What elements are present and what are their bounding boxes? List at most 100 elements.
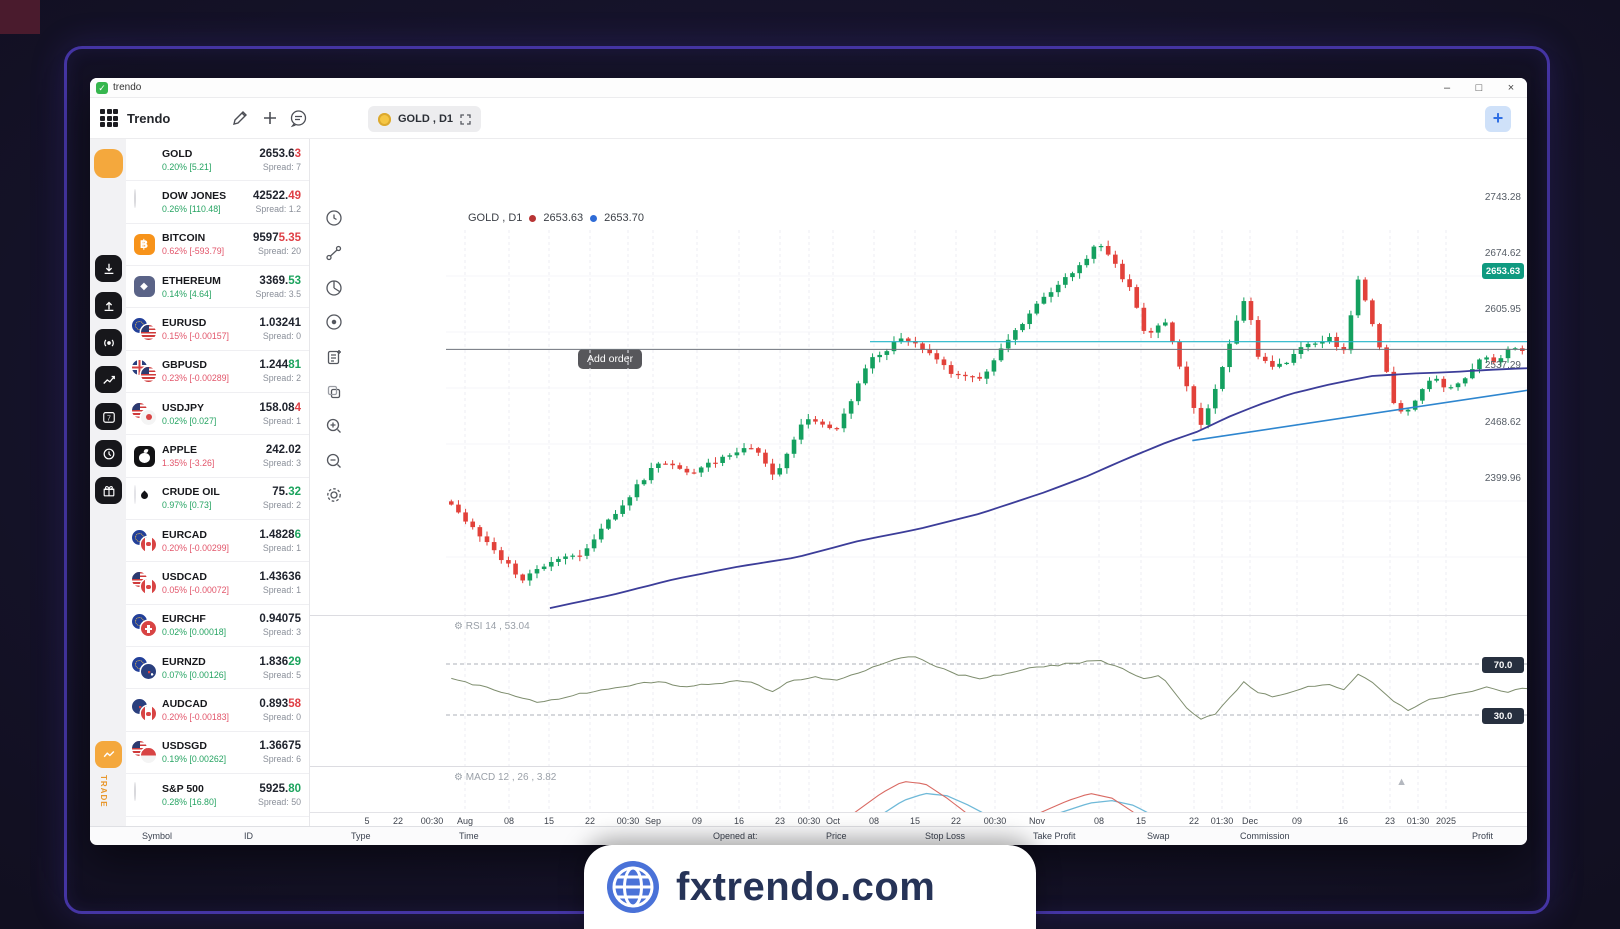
download-icon[interactable] [95, 255, 122, 282]
table-header-cell[interactable]: Stop Loss [925, 831, 966, 841]
time-tick: Sep [644, 816, 662, 826]
instrument-change: 0.28% [16.80] [162, 796, 217, 807]
tool-copy-icon[interactable] [325, 383, 345, 403]
time-tick: 16 [733, 816, 745, 826]
history-table-header: Symbol ID Type Time Opened at: Price Stop Loss… [90, 826, 1527, 845]
table-header-cell[interactable]: Price [826, 831, 847, 841]
watchlist-item[interactable]: APPLE 1.35% [-3.26] 242.02 Spread: 3 [126, 435, 309, 478]
instrument-price: 1.03241 [259, 317, 301, 330]
watchlist-item[interactable]: DOW JONES 0.26% [110.48] 42522.49 Spread… [126, 181, 309, 224]
gift-icon[interactable] [95, 477, 122, 504]
macd-label[interactable]: ⚙ MACD 12 , 26 , 3.82 [454, 772, 557, 783]
price-tick: 2674.62 [1484, 248, 1521, 259]
instrument-name: EURUSD [162, 317, 207, 330]
tool-target-icon[interactable] [325, 313, 345, 333]
zoom-in-icon[interactable] [325, 417, 345, 437]
watchlist-item[interactable]: CRUDE OIL 0.97% [0.73] 75.32 Spread: 2 [126, 478, 309, 521]
instrument-spread: Spread: 0 [262, 712, 301, 723]
table-header-cell[interactable]: Swap [1147, 831, 1170, 841]
instrument-icon [132, 402, 156, 426]
maximize-button[interactable]: □ [1475, 82, 1483, 94]
zoom-out-icon[interactable] [325, 452, 345, 472]
instrument-icon [132, 485, 156, 510]
price-chart-canvas[interactable] [446, 224, 1527, 845]
instrument-name: USDSGD [162, 740, 207, 753]
calendar-icon[interactable]: 7 [95, 403, 122, 430]
price-tick: 2743.28 [1484, 192, 1521, 203]
watchlist-item[interactable]: GOLD 0.20% [5.21] 2653.63 Spread: 7 [126, 139, 309, 182]
table-header-cell[interactable]: ID [244, 831, 253, 841]
instrument-icon: ฿ [132, 232, 156, 256]
new-chart-button[interactable]: + [1485, 106, 1511, 132]
instrument-icon [132, 698, 156, 722]
table-header-cell[interactable]: Time [459, 831, 479, 841]
instrument-icon [132, 571, 156, 595]
instrument-spread: Spread: 7 [262, 161, 301, 172]
symbol-tab[interactable]: GOLD , D1 [368, 106, 482, 132]
table-header-cell[interactable]: Commission [1240, 831, 1290, 841]
trade-panel-icon[interactable] [95, 741, 122, 768]
instrument-change: 1.35% [-3.26] [162, 458, 215, 469]
watchlist-item[interactable]: EURCHF 0.02% [0.00018] 0.94075 Spread: 3 [126, 605, 309, 648]
trade-label[interactable]: TRADE [99, 775, 108, 808]
watchlist-item[interactable]: EURUSD 0.15% [-0.00157] 1.03241 Spread: … [126, 308, 309, 351]
home-blob-icon[interactable] [94, 149, 123, 178]
instrument-price: 1.36675 [259, 740, 301, 753]
upload-icon[interactable] [95, 292, 122, 319]
instrument-spread: Spread: 3 [262, 627, 301, 638]
scroll-to-recent-icon[interactable]: ▲ [1396, 776, 1407, 788]
time-axis[interactable]: 5 22 00:30 Aug 08 15 22 00:30 Sep 09 16 23 00:30 Oct 0… [310, 812, 1527, 826]
watchlist-item[interactable]: EURNZD 0.07% [0.00126] 1.83629 Spread: 5 [126, 647, 309, 690]
tool-time-icon[interactable] [325, 209, 345, 229]
time-tick: 01:30 [1210, 816, 1234, 826]
table-header-cell[interactable]: Profit [1471, 831, 1493, 841]
watchlist-item[interactable]: ฿ BITCOIN 0.62% [-593.79] 95975.35 Sprea… [126, 224, 309, 267]
time-tick: Nov [1028, 816, 1046, 826]
signal-broadcast-icon[interactable] [95, 329, 122, 356]
instrument-spread: Spread: 5 [262, 669, 301, 680]
chat-icon[interactable] [288, 108, 310, 130]
tool-add-order-icon[interactable] [325, 348, 345, 368]
time-tick: Aug [456, 816, 474, 826]
watchlist-item[interactable]: AUDCAD 0.20% [-0.00183] 0.89358 Spread: … [126, 689, 309, 732]
tool-trendline-icon[interactable] [325, 244, 345, 264]
chart-line-icon[interactable] [95, 366, 122, 393]
time-tick: 00:30 [420, 816, 444, 826]
time-tick: 09 [691, 816, 703, 826]
history-clock-icon[interactable] [95, 440, 122, 467]
watchlist-item[interactable]: EURCAD 0.20% [-0.00299] 1.48286 Spread: … [126, 520, 309, 563]
time-tick: 09 [1291, 816, 1303, 826]
edit-pencil-icon[interactable] [230, 108, 252, 130]
minimize-button[interactable]: – [1443, 82, 1451, 94]
rsi-label[interactable]: ⚙ RSI 14 , 53.04 [454, 621, 530, 632]
svg-text:7: 7 [107, 415, 111, 422]
watchlist-item[interactable]: ◆ ETHEREUM 0.14% [4.64] 3369.53 Spread: … [126, 266, 309, 309]
apps-grid-icon[interactable] [100, 109, 118, 127]
watchlist-item[interactable]: GBPUSD 0.23% [-0.00289] 1.24481 Spread: … [126, 351, 309, 394]
close-button[interactable]: × [1507, 82, 1515, 94]
app-window: ✓ trendo – □ × Trendo GOLD , D1 + [90, 78, 1527, 845]
watchlist-item[interactable]: USDSGD 0.19% [0.00262] 1.36675 Spread: 6 [126, 732, 309, 775]
instrument-price: 1.83629 [259, 655, 301, 668]
instrument-spread: Spread: 1 [262, 585, 301, 596]
chart-tools [310, 139, 356, 826]
add-icon[interactable] [260, 108, 282, 130]
table-header-cell[interactable]: Take Profit [1033, 831, 1076, 841]
watchlist-item[interactable]: USDCAD 0.05% [-0.00072] 1.43636 Spread: … [126, 562, 309, 605]
instrument-name: USDJPY [162, 401, 205, 414]
instrument-change: 0.05% [-0.00072] [162, 585, 230, 596]
table-header-cell[interactable]: Type [351, 831, 371, 841]
instrument-spread: Spread: 2 [262, 373, 301, 384]
table-header-cell[interactable]: Opened at: [713, 831, 758, 841]
instrument-icon [132, 148, 156, 172]
window-titlebar: ✓ trendo – □ × [90, 78, 1527, 98]
watchlist-item[interactable]: USDJPY 0.02% [0.027] 158.084 Spread: 1 [126, 393, 309, 436]
table-header-cell[interactable]: Symbol [142, 831, 173, 841]
chart-settings-gear-icon[interactable] [325, 486, 345, 506]
time-tick: 22 [1188, 816, 1200, 826]
tool-pie-icon[interactable] [325, 279, 345, 299]
expand-icon[interactable] [460, 113, 471, 125]
watchlist-item[interactable]: S&P 500 0.28% [16.80] 5925.80 Spread: 50 [126, 774, 309, 817]
instrument-icon [132, 359, 156, 383]
time-tick: 23 [774, 816, 786, 826]
